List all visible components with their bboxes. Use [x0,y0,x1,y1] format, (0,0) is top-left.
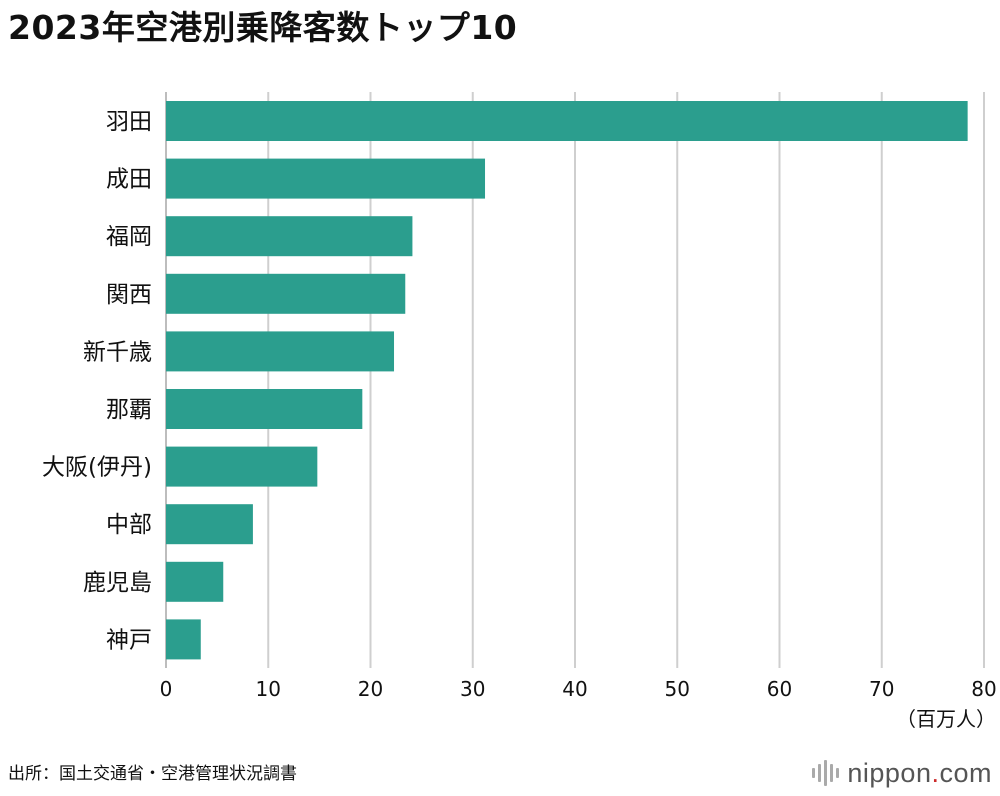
bar-1 [166,158,486,199]
bar-0 [166,101,968,141]
x-tick-label: 50 [665,677,690,701]
category-label: 那覇 [106,397,152,423]
bar-2 [166,216,413,257]
x-tick-label: 60 [767,677,792,701]
category-label: 新千歳 [83,339,152,365]
brand-wordmark: nippon.com [847,756,992,790]
brand-logo[interactable]: nippon.com [812,756,992,790]
brand-name: nippon [847,758,932,788]
source-note: 出所：国土交通省・空港管理状況調書 [8,764,297,784]
category-label: 神戸 [106,627,152,653]
category-label: 大阪(伊丹) [42,455,152,481]
category-label: 羽田 [106,109,152,135]
bar-4 [166,331,395,372]
x-tick-labels: 0 10 20 30 40 50 60 70 80 [160,677,997,701]
bar-8 [166,561,224,602]
brand-dot: . [931,758,940,788]
x-tick-label: 40 [562,677,587,701]
bar-9 [166,619,201,660]
bar-3 [166,273,406,314]
brand-mark-icon [812,760,840,786]
category-label: 関西 [106,282,152,308]
category-label: 成田 [106,167,152,193]
x-axis-unit-label: （百万人） [896,707,996,731]
brand-tld: com [939,758,992,788]
bars [166,101,968,660]
category-label: 福岡 [106,224,152,250]
category-label: 鹿児島 [83,570,152,596]
x-tick-label: 70 [869,677,894,701]
x-tick-label: 10 [256,677,281,701]
category-label: 中部 [106,512,152,538]
bar-7 [166,504,253,545]
bar-6 [166,446,318,487]
chart-title: 2023年空港別乗降客数トップ10 [8,8,518,47]
x-tick-label: 80 [971,677,996,701]
x-tick-label: 0 [160,677,173,701]
x-tick-label: 20 [358,677,383,701]
x-tick-label: 30 [460,677,485,701]
bar-5 [166,389,363,429]
